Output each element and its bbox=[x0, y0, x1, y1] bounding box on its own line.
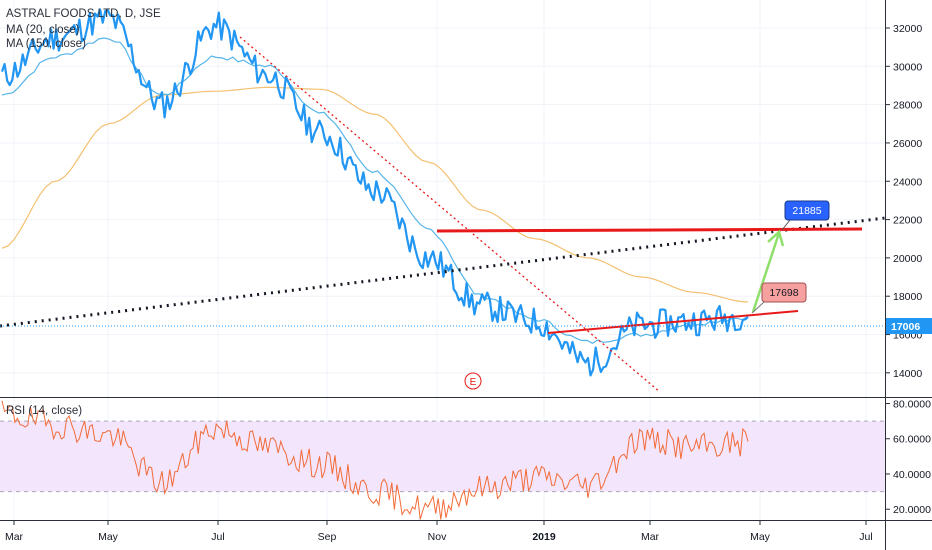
rsi-tick-label: 40.0000 bbox=[893, 469, 931, 481]
time-tick-label: May bbox=[98, 531, 119, 543]
price-tick-label: 24000 bbox=[893, 176, 922, 188]
time-axis[interactable]: Mar May Jul Sep Nov 2019 Mar May Jul bbox=[5, 520, 873, 543]
downtrend-dotted-line[interactable] bbox=[239, 36, 661, 393]
earnings-marker-label: E bbox=[470, 377, 477, 388]
rsi-tick-label: 20.0000 bbox=[893, 504, 931, 516]
target-callout-label: 21885 bbox=[792, 205, 821, 217]
projection-arrow-head bbox=[767, 229, 785, 247]
time-tick-label: Nov bbox=[428, 531, 447, 543]
time-tick-label: Jul bbox=[859, 531, 872, 543]
price-tick-label: 28000 bbox=[893, 100, 922, 112]
price-tick-label: 22000 bbox=[893, 215, 922, 227]
mark-callout[interactable]: 17698 bbox=[751, 282, 807, 314]
legend-ma20: MA (20, close) bbox=[6, 24, 80, 36]
ma20-line bbox=[1, 37, 749, 344]
price-tick-label: 32000 bbox=[893, 23, 922, 35]
legend-main: ASTRAL FOODS LTD, D, JSE bbox=[6, 8, 161, 20]
time-tick-label: Mar bbox=[641, 531, 660, 543]
rsi-tick-label: 80.0000 bbox=[893, 399, 931, 411]
price-line bbox=[0, 8, 749, 377]
rsi-tick-label: 60.0000 bbox=[893, 434, 931, 446]
legend-ma150: MA (150, close) bbox=[6, 38, 86, 50]
price-tick-label: 26000 bbox=[893, 138, 922, 150]
mark-callout-label: 17698 bbox=[769, 287, 798, 299]
time-tick-label: 2019 bbox=[532, 531, 556, 543]
price-tick-label: 14000 bbox=[893, 368, 922, 380]
price-tick-label: 30000 bbox=[893, 61, 922, 73]
target-callout[interactable]: 21885 bbox=[781, 200, 830, 231]
legend-rsi: RSI (14, close) bbox=[6, 405, 83, 417]
rsi-band bbox=[0, 421, 885, 492]
rising-trend-line[interactable] bbox=[547, 310, 799, 334]
earnings-marker[interactable]: E bbox=[464, 372, 482, 390]
rsi-axis[interactable]: 80.0000 60.0000 40.0000 20.0000 bbox=[885, 399, 931, 517]
ma150-line bbox=[1, 86, 749, 303]
long-trend-dotted-line[interactable] bbox=[0, 216, 886, 328]
price-tick-label: 20000 bbox=[893, 253, 922, 265]
time-tick-label: Jul bbox=[211, 531, 224, 543]
current-price-badge: 17006 bbox=[886, 318, 932, 334]
time-tick-label: Mar bbox=[5, 531, 24, 543]
price-tick-label: 18000 bbox=[893, 291, 922, 303]
resistance-line[interactable] bbox=[436, 227, 863, 233]
projection-arrow[interactable] bbox=[751, 232, 781, 313]
time-tick-label: Sep bbox=[318, 531, 337, 543]
rsi-line bbox=[1, 400, 749, 520]
time-tick-label: May bbox=[750, 531, 771, 543]
current-price-label: 17006 bbox=[891, 321, 920, 333]
